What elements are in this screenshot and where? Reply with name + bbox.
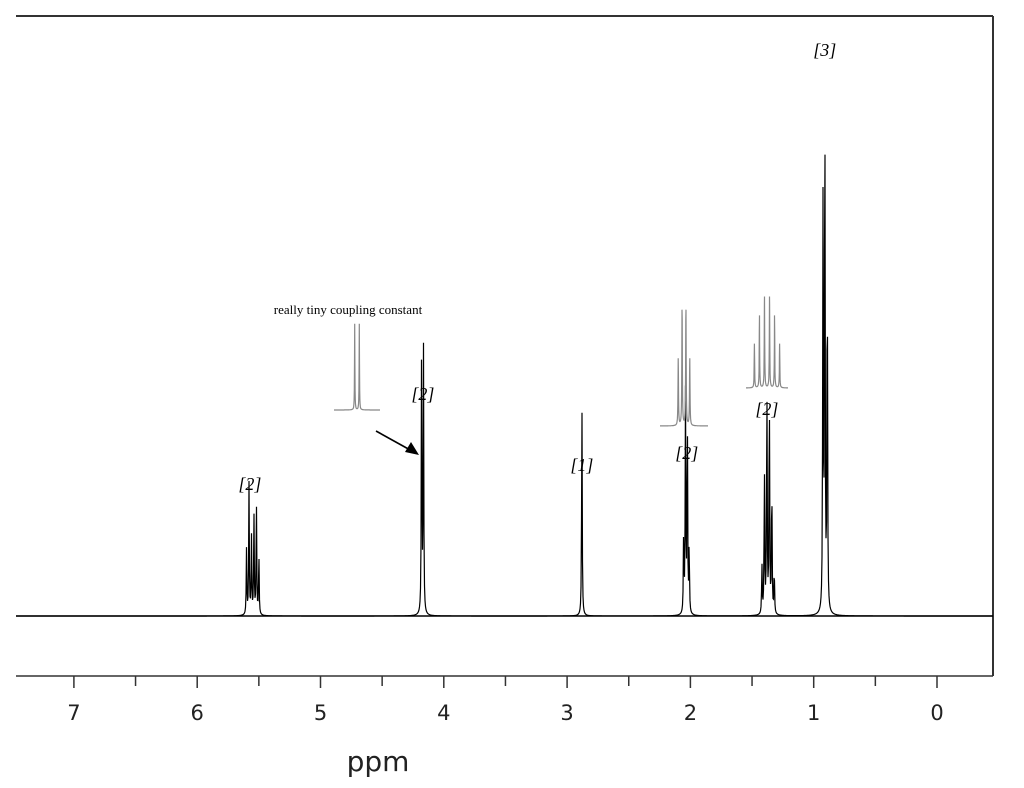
integration-label-triplet-0.91: [3] xyxy=(813,40,836,60)
x-axis-ticks xyxy=(73,676,938,688)
spectrum-trace xyxy=(16,154,993,617)
tick-label-2: 2 xyxy=(684,701,697,725)
arrow-head-icon xyxy=(405,442,419,455)
tick-label-6: 6 xyxy=(191,701,204,725)
tick-label-3: 3 xyxy=(560,701,573,725)
integration-label-sextet-1.38: [2] xyxy=(755,399,778,419)
integration-labels: [2] [2] [1] [2] [2] [3] xyxy=(238,40,836,494)
integration-label-quartet-2.03: [2] xyxy=(675,443,698,463)
multiplet-insets xyxy=(334,296,788,427)
doublet-inset xyxy=(334,323,380,411)
annotation-coupling-note: really tiny coupling constant xyxy=(274,302,423,317)
tick-label-1: 1 xyxy=(807,701,820,725)
tick-label-5: 5 xyxy=(314,701,327,725)
quartet-inset xyxy=(660,309,708,427)
integration-label-doublet-4.17: [2] xyxy=(411,384,434,404)
integration-label-vinyl-multiplet: [2] xyxy=(238,474,261,494)
tick-label-4: 4 xyxy=(437,701,450,725)
tick-label-0: 0 xyxy=(930,701,943,725)
tick-label-7: 7 xyxy=(67,701,80,725)
x-axis-title: ppm xyxy=(347,745,410,778)
x-axis-tick-labels: 7 6 5 4 3 2 1 0 xyxy=(67,701,943,725)
annotation-group: really tiny coupling constant xyxy=(274,302,423,455)
sextet-inset xyxy=(746,296,788,389)
annotation-arrow xyxy=(375,430,413,452)
integration-label-singlet-2.88: [1] xyxy=(570,455,593,475)
plot-frame xyxy=(16,15,994,677)
